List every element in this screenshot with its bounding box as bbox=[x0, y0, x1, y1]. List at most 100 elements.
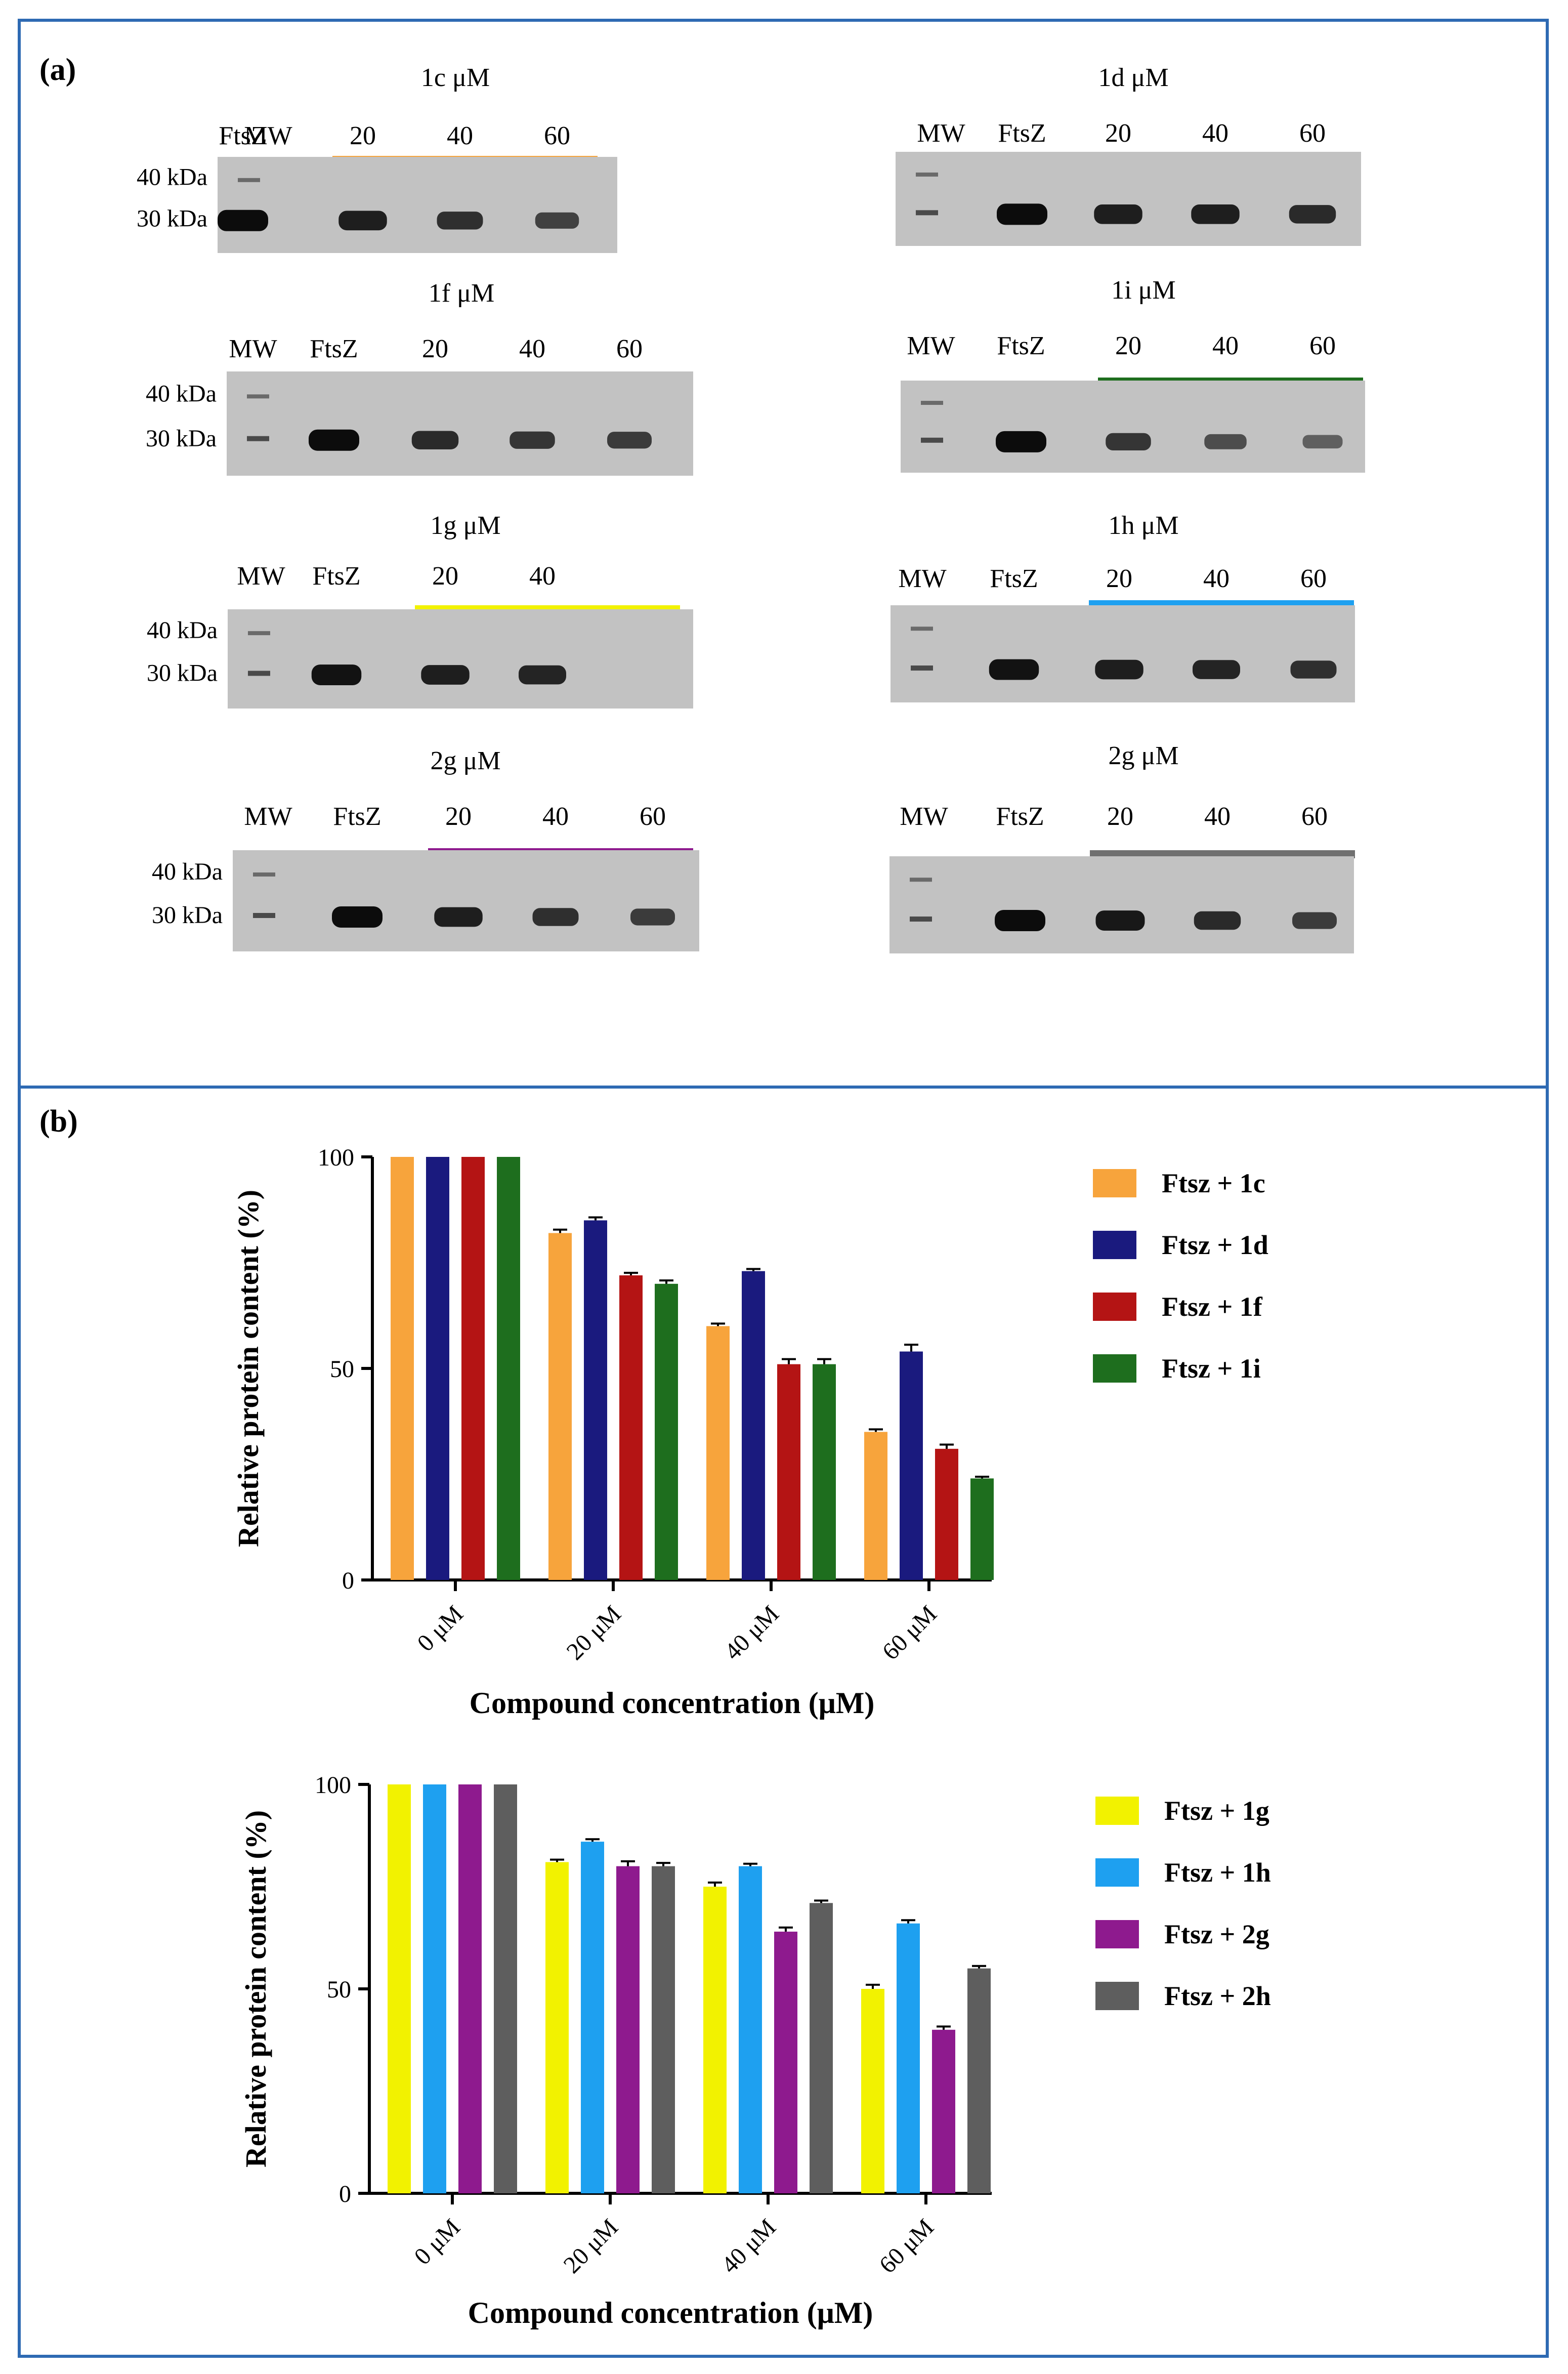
lane-label: 40 bbox=[519, 335, 545, 363]
mw-label-30: 30 kDa bbox=[146, 425, 217, 452]
lane-label: 60 bbox=[616, 335, 643, 363]
lane-label: 40 bbox=[447, 121, 473, 150]
legend-label: Ftsz + 1g bbox=[1164, 1796, 1269, 1826]
lane-label: 40 bbox=[1202, 119, 1228, 148]
bar bbox=[932, 2029, 955, 2193]
lane-label: MW bbox=[898, 564, 946, 593]
panel-b-label: (b) bbox=[39, 1104, 78, 1139]
x-tick-label: 0 μM bbox=[409, 2214, 465, 2270]
lane-label: 20 bbox=[432, 562, 458, 591]
gel-title: 2g μM bbox=[430, 746, 500, 775]
lane-label: 40 bbox=[1204, 802, 1231, 831]
bar bbox=[497, 1157, 520, 1580]
legend-swatch bbox=[1093, 1293, 1136, 1321]
x-tick-label: 60 μM bbox=[874, 2214, 939, 2278]
bar bbox=[897, 1923, 920, 2193]
bar bbox=[616, 1866, 640, 2193]
bar-chart-1: 0 50 100 Relative protein content (%) 0 μM 20… bbox=[232, 1144, 1268, 1720]
gel-4: 1i μM MW FtsZ 20 40 60 bbox=[901, 276, 1365, 473]
protein-band bbox=[434, 907, 483, 927]
lane-label: MW bbox=[244, 802, 292, 831]
legend-swatch bbox=[1093, 1169, 1136, 1197]
legend-label: Ftsz + 1d bbox=[1162, 1230, 1268, 1260]
lane-label: FtsZ bbox=[998, 119, 1046, 148]
bar bbox=[861, 1989, 884, 2193]
gel-background bbox=[233, 850, 699, 951]
mw-ladder-band bbox=[253, 913, 275, 918]
lane-label: 20 bbox=[422, 335, 448, 363]
mw-label-30: 30 kDa bbox=[137, 205, 207, 232]
legend-label: Ftsz + 1i bbox=[1162, 1353, 1261, 1384]
lane-label: 60 bbox=[640, 802, 666, 831]
gel-3: 1f μM MW FtsZ 20 40 60 40 kDa 30 kDa bbox=[146, 279, 693, 476]
mw-ladder-band bbox=[253, 872, 275, 877]
protein-band bbox=[437, 212, 483, 230]
protein-band bbox=[995, 910, 1045, 932]
legend-swatch bbox=[1095, 1858, 1139, 1887]
lane-label: 20 bbox=[1107, 802, 1133, 831]
x-axis-label: Compound concentration (μM) bbox=[468, 2296, 873, 2329]
gel-8: 2g μM MW FtsZ 20 40 60 bbox=[889, 741, 1355, 953]
gel-title: 1f μM bbox=[429, 279, 494, 308]
bar bbox=[655, 1283, 678, 1580]
mw-ladder-band bbox=[238, 178, 260, 182]
mw-label-40: 40 kDa bbox=[147, 617, 218, 644]
lane-label: FtsZ bbox=[990, 564, 1038, 593]
legend-swatch bbox=[1095, 1920, 1139, 1948]
bar bbox=[810, 1903, 833, 2193]
protein-band bbox=[630, 908, 675, 926]
lane-label: MW bbox=[907, 331, 955, 360]
protein-band bbox=[532, 908, 579, 926]
mw-ladder-band bbox=[916, 172, 938, 177]
bar bbox=[494, 1784, 517, 2193]
lane-label: 20 bbox=[1105, 119, 1131, 148]
bar bbox=[545, 1862, 569, 2193]
mw-ladder-band bbox=[916, 210, 938, 216]
protein-band bbox=[311, 664, 362, 685]
lane-label: 20 bbox=[1115, 331, 1141, 360]
gel-title: 1h μM bbox=[1108, 511, 1178, 540]
protein-band bbox=[1191, 204, 1240, 224]
lane-label: MW bbox=[917, 119, 965, 148]
gel-background bbox=[901, 381, 1365, 473]
gel-title: 1i μM bbox=[1111, 276, 1176, 305]
charts-layer: 0 50 100 Relative protein content (%) 0 μM 20… bbox=[232, 1144, 1271, 2329]
gel-title: 1g μM bbox=[430, 511, 500, 540]
mw-label-30: 30 kDa bbox=[147, 659, 218, 686]
bar bbox=[581, 1842, 604, 2193]
x-axis-label: Compound concentration (μM) bbox=[470, 1686, 875, 1720]
gel-title: 2g μM bbox=[1108, 741, 1178, 770]
gel-5: 1g μM MW FtsZ 20 40 40 kDa 30 kDa bbox=[147, 511, 693, 709]
lane-label: 20 bbox=[445, 802, 472, 831]
lane-label: 60 bbox=[1301, 802, 1328, 831]
lane-label: FtsZ bbox=[312, 562, 360, 591]
legend-swatch bbox=[1095, 1797, 1139, 1825]
lane-label: FtsZ bbox=[997, 331, 1045, 360]
gel-6: 1h μM MW FtsZ 20 40 60 bbox=[891, 511, 1355, 702]
legend-label: Ftsz + 1h bbox=[1164, 1857, 1271, 1888]
lane-label: 20 bbox=[350, 121, 376, 150]
x-tick-label: 20 μM bbox=[561, 1600, 626, 1665]
bar bbox=[935, 1448, 958, 1580]
lane-label: FtsZ bbox=[333, 802, 381, 831]
y-tick-label: 100 bbox=[315, 1772, 351, 1799]
bar bbox=[584, 1220, 607, 1580]
lane-label: MW bbox=[900, 802, 948, 831]
gel-background bbox=[228, 609, 693, 709]
bar bbox=[458, 1784, 482, 2193]
protein-band bbox=[332, 906, 383, 928]
gel-title: 1d μM bbox=[1098, 63, 1168, 92]
protein-band bbox=[1194, 911, 1241, 930]
gel-background bbox=[896, 152, 1361, 246]
x-tick-label: 60 μM bbox=[877, 1600, 942, 1665]
y-axis-label: Relative protein content (%) bbox=[232, 1190, 265, 1547]
bar bbox=[706, 1326, 730, 1580]
bar-chart-2: 0 50 100 Relative protein content (%) 0 μM 20… bbox=[239, 1772, 1271, 2329]
y-axis-label: Relative protein content (%) bbox=[239, 1810, 272, 2168]
protein-band bbox=[997, 203, 1047, 225]
bar bbox=[742, 1271, 765, 1580]
bar bbox=[739, 1866, 762, 2193]
bar bbox=[703, 1887, 727, 2193]
bar bbox=[426, 1157, 449, 1580]
